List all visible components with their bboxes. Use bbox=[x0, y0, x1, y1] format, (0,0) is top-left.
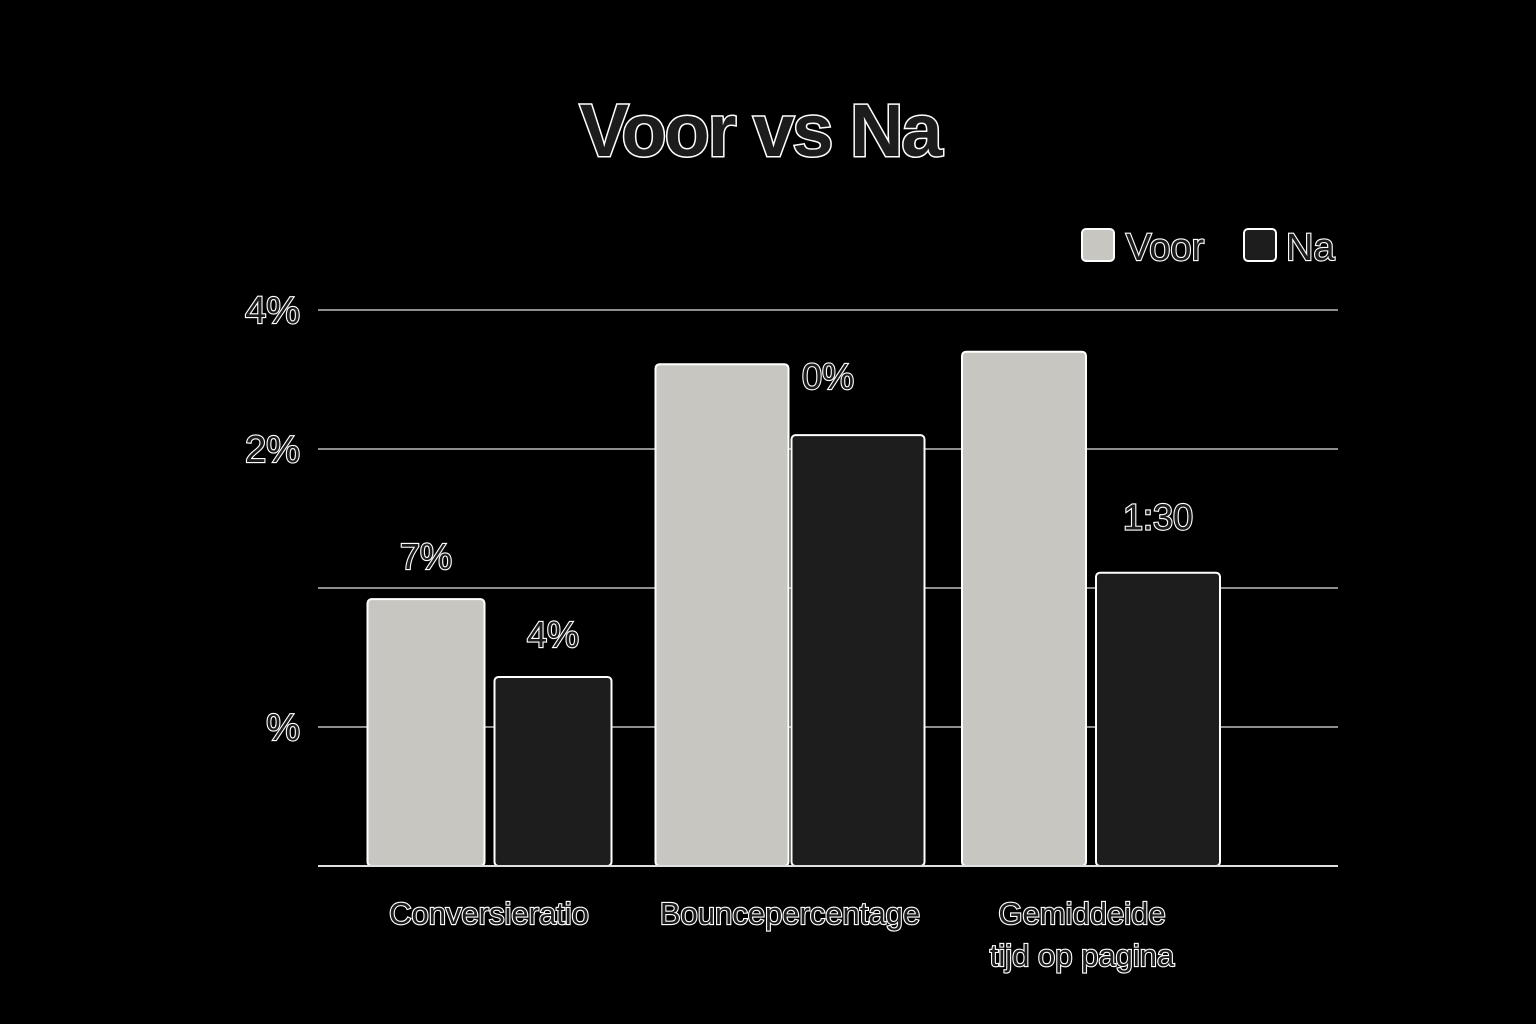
value-labels: 7% 4% 0% 1:30 bbox=[399, 355, 1194, 656]
x-axis-categories: Conversieratio Bouncepercentage Gemiddeide… bbox=[388, 895, 1176, 974]
bar-na-2 bbox=[1095, 571, 1221, 868]
x-category-label: Bouncepercentage bbox=[660, 896, 920, 931]
x-category-label: tijd op pagina bbox=[990, 938, 1175, 973]
x-category-label: Gemiddeide bbox=[998, 896, 1165, 931]
value-label: 4% bbox=[527, 614, 579, 655]
chart-title: Voor vs Na bbox=[579, 89, 943, 172]
x-category-label: Conversieratio bbox=[389, 896, 589, 931]
y-tick-label: % bbox=[266, 707, 300, 749]
y-tick-label: 2% bbox=[245, 429, 300, 471]
legend-item-na: Na bbox=[1243, 226, 1337, 270]
bars bbox=[366, 350, 1221, 868]
y-tick-label: 4% bbox=[245, 290, 300, 332]
bar-na-0 bbox=[493, 675, 613, 868]
y-axis-ticks: % 2% 4% bbox=[244, 289, 301, 750]
bar-na-1 bbox=[790, 434, 926, 867]
legend-label-na: Na bbox=[1286, 227, 1335, 269]
bar-voor-0 bbox=[366, 598, 486, 867]
value-label: 1:30 bbox=[1123, 497, 1193, 538]
value-label: 0% bbox=[802, 356, 854, 397]
bar-voor-2 bbox=[961, 350, 1087, 867]
bar-voor-1 bbox=[654, 363, 790, 867]
legend-item-voor: Voor bbox=[1081, 226, 1206, 270]
legend-swatch-voor bbox=[1081, 228, 1115, 262]
value-label: 7% bbox=[400, 536, 452, 577]
legend-label-voor: Voor bbox=[1126, 227, 1205, 269]
legend: Voor Na bbox=[1081, 226, 1337, 270]
legend-swatch-na bbox=[1243, 228, 1277, 262]
